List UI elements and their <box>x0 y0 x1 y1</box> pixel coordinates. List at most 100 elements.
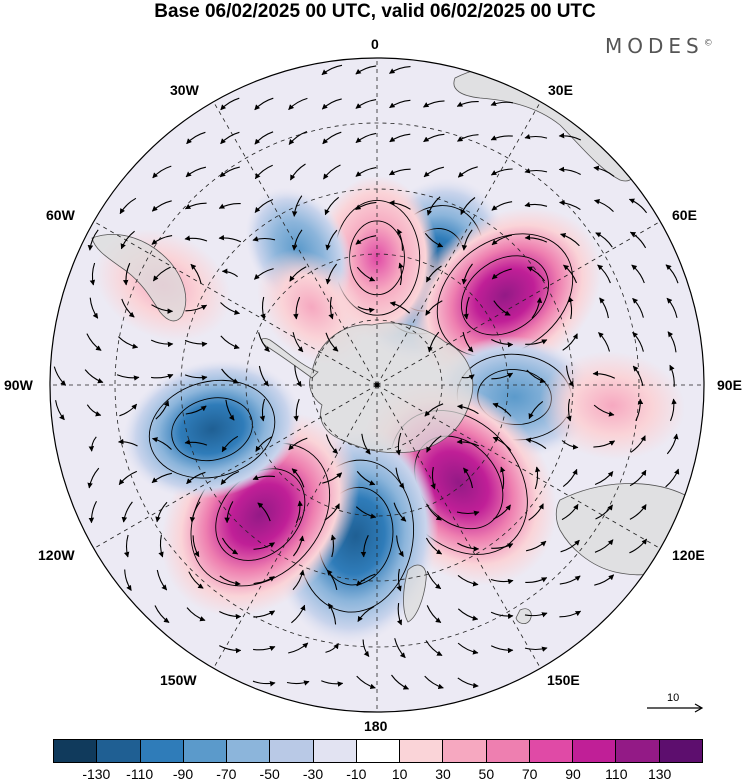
wind-arrow <box>356 471 376 486</box>
wind-arrow <box>254 131 274 145</box>
wind-arrow <box>254 268 274 280</box>
wind-arrow <box>524 234 548 243</box>
wind-arrow <box>254 97 274 111</box>
wind-arrow <box>355 201 377 211</box>
wind-arrow <box>463 296 470 320</box>
wind-arrow <box>220 97 240 111</box>
wind-arrow <box>525 540 547 552</box>
lon-label-150e: 150E <box>547 672 580 688</box>
wind-arrow <box>121 501 133 523</box>
wind-arrow <box>294 365 302 387</box>
wind-arrow <box>324 196 340 216</box>
wind-arrow <box>457 542 480 552</box>
wind-arrow <box>184 202 207 210</box>
wind-arrow <box>253 645 276 652</box>
wind-arrow <box>328 296 334 320</box>
wind-arrow <box>632 365 644 387</box>
wind-arrow <box>220 131 240 145</box>
anomaly-low-8 <box>122 359 302 499</box>
wind-vectors <box>53 64 680 690</box>
wind-arrow <box>395 432 402 456</box>
wind-arrow <box>254 198 274 213</box>
contour-ring <box>148 379 276 479</box>
wind-arrow <box>599 297 609 319</box>
wind-arrow <box>185 304 208 312</box>
wind-arrow <box>524 201 548 208</box>
wind-arrow <box>186 607 206 622</box>
wind-arrow <box>559 200 581 211</box>
wind-arrow <box>461 229 473 251</box>
wind-arrow <box>293 296 301 320</box>
wind-arrow <box>568 296 574 320</box>
wind-arrow <box>597 264 611 284</box>
wind-arrow <box>360 534 369 558</box>
wind-arrow <box>151 235 173 245</box>
wind-arrow <box>253 576 275 585</box>
wind-arrow <box>288 642 309 654</box>
wind-arrow <box>397 228 403 251</box>
colorbar <box>53 739 703 763</box>
wind-arrow <box>388 200 411 210</box>
wind-arrow <box>426 196 441 216</box>
lon-label-90w: 90W <box>4 377 33 393</box>
colorbar-bin <box>485 740 529 762</box>
wind-arrow <box>426 571 442 590</box>
wind-arrow <box>119 403 138 417</box>
colorbar-ticks: -130 -110 -90 -70 -50 -30 -10 10 30 50 70 90 110 130 <box>0 766 750 783</box>
colorbar-tick-label: -130 <box>82 766 111 782</box>
wind-arrow <box>490 645 514 654</box>
wind-arrow <box>424 232 444 248</box>
wind-arrow <box>500 466 506 490</box>
brand-logo: MODES© <box>605 34 713 58</box>
wind-arrow <box>398 262 404 286</box>
wind-arrow <box>457 134 479 142</box>
wind-arrow <box>389 301 411 314</box>
wind-arrow <box>598 332 611 352</box>
wind-arrow <box>289 266 307 282</box>
wind-arrow <box>184 374 208 381</box>
wind-arrow <box>528 503 544 521</box>
wind-arrow <box>457 608 479 621</box>
wind-arrow <box>260 296 266 320</box>
wind-arrow <box>493 504 511 520</box>
colorbar-tick-label: -110 <box>126 766 154 782</box>
wind-arrow <box>259 398 266 422</box>
wind-arrow <box>292 332 304 353</box>
wind-arrow <box>362 639 370 657</box>
wind-arrow <box>121 298 135 318</box>
wind-arrow <box>592 370 616 379</box>
graticule <box>50 58 704 712</box>
wind-arrow <box>526 369 546 384</box>
wind-arrow <box>425 300 443 316</box>
wind-arrow <box>456 510 480 516</box>
colorbar-tick-label: 30 <box>435 766 451 782</box>
wind-arrow <box>55 400 65 421</box>
wind-arrow <box>457 166 478 178</box>
wind-arrow <box>667 331 677 353</box>
colorbar-bin <box>139 740 183 762</box>
wind-arrow <box>355 132 377 144</box>
wind-arrow <box>293 398 300 422</box>
colorbar-tick-label: 10 <box>391 766 408 782</box>
lon-label-180: 180 <box>364 718 388 734</box>
wind-arrow <box>151 437 172 450</box>
wind-arrow <box>252 236 276 242</box>
wind-arrow <box>423 100 445 108</box>
wind-arrow <box>124 569 132 591</box>
wind-arrow <box>225 399 235 421</box>
wind-arrow <box>325 434 338 454</box>
wind-arrow <box>53 366 67 386</box>
wind-arrow <box>396 568 402 592</box>
wind-arrow <box>220 470 240 485</box>
wind-arrow <box>524 612 548 618</box>
colorbar-bin <box>269 740 313 762</box>
wind-arrow <box>152 266 171 282</box>
wind-arrow <box>524 646 548 652</box>
lon-label-150w: 150W <box>160 672 197 688</box>
wind-arrow <box>424 403 444 417</box>
wind-arrow <box>558 166 581 175</box>
wind-arrow <box>292 569 305 591</box>
wind-arrow <box>491 372 514 380</box>
colorbar-tick-label: 110 <box>605 766 628 782</box>
colorbar-tick-label: -90 <box>172 766 194 782</box>
